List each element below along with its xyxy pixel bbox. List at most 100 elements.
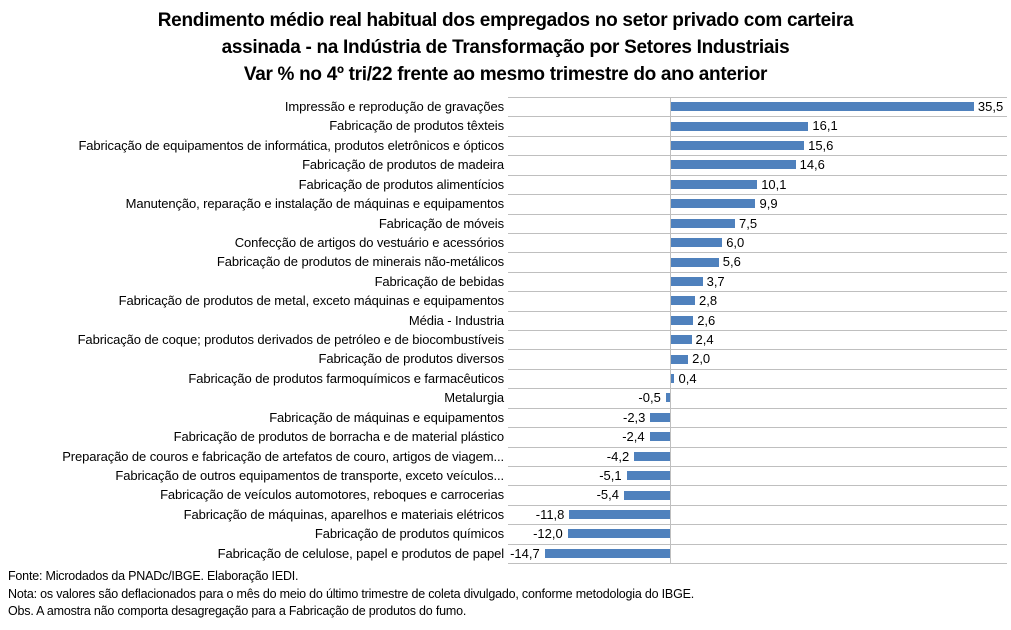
chart-title: Rendimento médio real habitual dos empre… [0,7,1011,88]
bar [671,296,695,306]
value-label: -5,1 [599,467,622,483]
category-label: Média - Industria [408,312,504,328]
bar [671,238,723,248]
category-label: Fabricação de coque; produtos derivados … [77,332,505,347]
category-label: Fabricação de produtos de metal, exceto … [118,293,504,309]
bar [567,529,671,539]
bar [671,315,694,325]
bar [671,199,756,209]
category-label: Fabricação de outros equipamentos de tra… [115,467,504,483]
gridline [508,388,1007,390]
category-label: Fabricação de produtos alimentícios [298,176,504,192]
gridline [508,97,1007,98]
bar [650,412,670,422]
bar [634,451,670,461]
bar [671,160,796,170]
value-label: 10,1 [761,176,787,192]
bar [671,335,692,345]
gridline [508,232,1007,234]
value-label: 3,7 [706,273,725,289]
gridline [508,368,1007,370]
gridline [508,407,1007,409]
value-label: -5,4 [596,487,619,503]
category-label: Fabricação de móveis [378,215,504,231]
category-label: Confecção de artigos do vestuário e aces… [234,234,504,250]
category-label: Impressão e reprodução de gravações [284,99,504,114]
bar [671,374,675,384]
value-label: 9,9 [759,196,778,212]
bar [671,218,736,228]
bar [671,102,974,112]
bar [624,490,671,500]
gridline [508,310,1007,312]
category-label: Fabricação de veículos automotores, rebo… [160,487,504,503]
chart-title-line-2: assinada - na Indústria de Transformação… [221,37,790,58]
gridline [508,135,1007,137]
value-label: -12,0 [533,526,563,542]
value-label: 2,0 [692,351,711,367]
gridline [508,349,1007,351]
category-label: Fabricação de celulose, papel e produtos… [217,545,504,561]
value-label: -2,4 [622,429,645,445]
value-label: 2,4 [695,332,714,347]
gridline [508,446,1007,448]
bar [626,471,671,481]
chart-title-line-3: Var % no 4º tri/22 frente ao mesmo trime… [243,64,768,85]
category-label: Fabricação de produtos farmoquímicos e f… [188,370,504,386]
gridline [508,155,1007,157]
bar [671,179,758,189]
category-label: Fabricação de produtos diversos [318,351,504,367]
value-label: -2,3 [623,409,646,425]
category-label: Fabricação de produtos químicos [314,526,504,542]
value-label: -11,8 [535,506,565,522]
value-label: 5,6 [722,254,741,270]
value-label: 35,5 [977,99,1004,114]
gridline [508,330,1007,331]
value-label: 2,6 [697,312,716,328]
footnote-obs: Obs. A amostra não comporta desagregação… [8,604,467,618]
gridline [508,174,1007,176]
value-label: 2,8 [699,293,718,309]
bar [649,432,671,442]
category-label: Fabricação de produtos de madeira [302,157,504,173]
bar-chart: Impressão e reprodução de gravações 35,5 F… [0,97,1011,564]
gridline [508,465,1007,467]
category-label: Fabricação de produtos de borracha e de … [173,429,504,445]
value-label: -0,5 [638,390,661,406]
value-label: 6,0 [726,234,745,250]
footnotes: Fonte: Microdados da PNADc/IBGE. Elabora… [8,568,694,621]
bar [671,257,719,267]
category-label: Manutenção, reparação e instalação de má… [125,196,504,212]
chart-title-line-1: Rendimento médio real habitual dos empre… [157,10,854,31]
value-label: -4,2 [606,448,630,464]
bar [544,548,671,558]
category-label: Fabricação de produtos de minerais não-m… [216,254,504,270]
gridline [508,563,1007,564]
category-label: Fabricação de equipamentos de informátic… [78,137,504,153]
gridline [508,543,1007,545]
bar [671,141,805,151]
footnote-nota: Nota: os valores são deflacionados para … [8,586,695,601]
value-label: 15,6 [808,137,834,153]
category-label: Metalurgia [444,390,504,406]
value-label: 7,5 [739,215,758,231]
gridline [508,504,1007,506]
bar [671,354,689,364]
category-label: Fabricação de máquinas e equipamentos [269,409,504,425]
gridline [508,194,1007,196]
value-label: 16,1 [812,118,838,134]
gridline [508,213,1007,215]
bar [569,509,671,519]
gridline [508,116,1007,118]
footnote-fonte: Fonte: Microdados da PNADc/IBGE. Elabora… [8,569,299,583]
gridline [508,524,1007,526]
value-label: 14,6 [799,157,825,173]
value-label: -14,7 [510,545,540,561]
gridline [508,271,1007,273]
gridline [508,252,1007,254]
gridline [508,291,1007,293]
bar [665,393,671,403]
zero-axis-line [670,97,672,563]
bar [671,276,703,286]
